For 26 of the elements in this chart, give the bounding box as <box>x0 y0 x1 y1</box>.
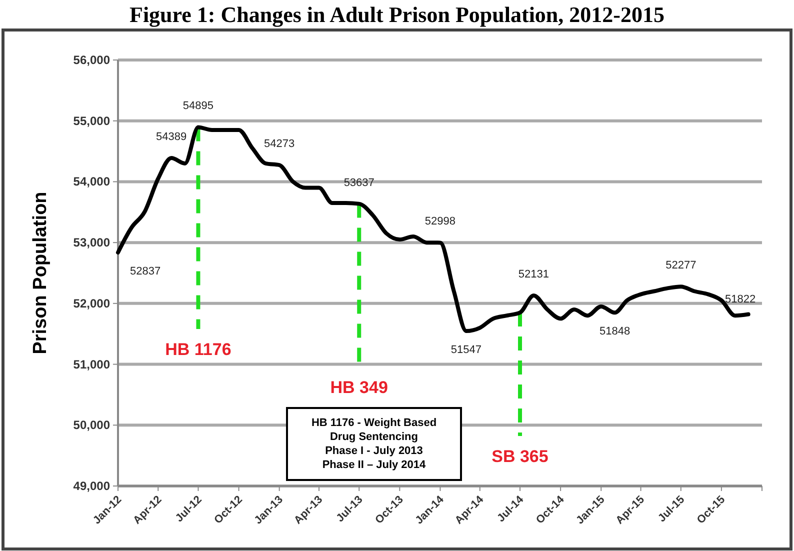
data-label: 52131 <box>518 268 549 280</box>
y-axis-title: Prison Population <box>30 192 51 354</box>
ref-line-label: HB 349 <box>330 378 388 397</box>
annotation: HB 1176 - Weight Based Drug Sentencing Phase I - July 2013 Phase II – July 2014 <box>311 417 437 471</box>
y-tick-label: 51,000 <box>73 357 110 372</box>
y-tick-label: 55,000 <box>73 114 110 128</box>
data-label: 51547 <box>450 344 482 356</box>
y-tick-label: 50,000 <box>73 418 110 432</box>
y-tick-label: 52,000 <box>73 296 110 310</box>
data-label: 52837 <box>130 265 161 278</box>
data-label: 51822 <box>725 293 756 306</box>
chart-title: Figure 1: Changes in Adult Prison Population, 2012-2015 <box>130 2 664 27</box>
data-label: 53637 <box>344 176 374 189</box>
y-tick-label: 53,000 <box>73 236 110 250</box>
note-box: HB 1176 - Weight Based Drug Sentencing Phase I - July 2013 Phase II – July 2014 <box>286 407 462 481</box>
y-tick-label: 49,000 <box>73 479 110 493</box>
y-tick-label: 54,000 <box>73 174 110 189</box>
data-label: 52277 <box>666 260 696 272</box>
data-label: 52998 <box>424 216 456 228</box>
ref-line-label: HB 1176 <box>165 340 232 359</box>
data-label: 54895 <box>182 100 214 112</box>
y-tick-label: 56,000 <box>73 53 110 67</box>
data-label: 51848 <box>599 326 630 338</box>
data-label: 54273 <box>264 138 295 150</box>
data-label: 54389 <box>156 131 187 144</box>
ref-line-label: SB 365 <box>492 447 548 466</box>
